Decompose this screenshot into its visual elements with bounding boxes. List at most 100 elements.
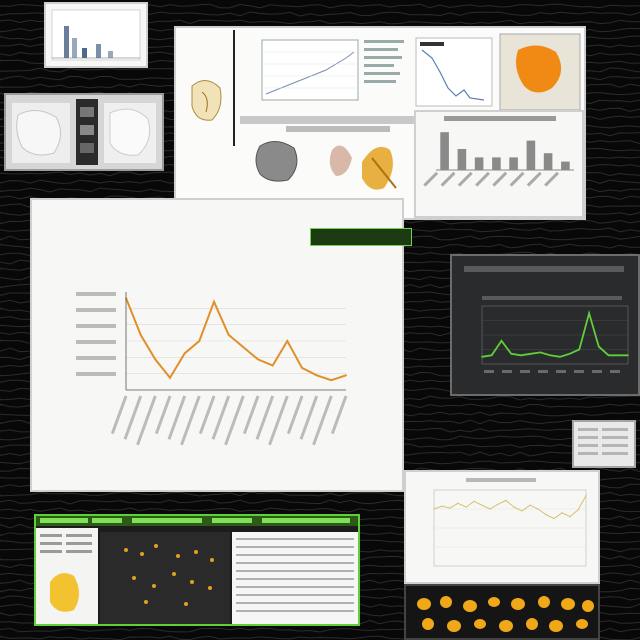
produce-photo [404,584,600,640]
data-point [257,358,259,361]
bar [440,132,449,170]
x-tick-label [167,395,187,440]
data-point [588,312,590,315]
data-point [539,351,542,354]
x-tick-label [484,370,494,373]
data-point [598,345,600,348]
data-point [489,508,491,510]
small-table-image [578,428,628,455]
data-point [227,334,230,336]
x-tick-label [123,395,143,440]
bar [561,161,570,170]
panel-subtitle-bar [482,296,622,300]
x-tick-label [502,370,512,373]
x-tick-label [180,395,201,446]
thumbnail-photo-strip [4,93,164,171]
x-tick-label [457,171,473,187]
data-point [139,334,142,336]
x-tick-label [255,395,275,440]
chart-title-bar [444,116,556,121]
panel-title-bar [464,266,624,272]
data-point [553,517,555,520]
data-point [505,499,507,502]
data-point [213,300,215,303]
data-point [561,512,563,514]
data-point [617,354,620,357]
green-label-badge [310,228,412,246]
data-point [549,354,551,357]
x-tick-label [610,370,620,373]
y-tick-label [76,372,116,376]
data-point [242,346,245,348]
data-point [559,356,561,358]
data-point [545,514,547,516]
data-point [183,352,186,355]
series-line [433,495,587,520]
produce-photo-image [417,596,594,632]
x-tick-label [574,370,584,373]
data-point [578,348,581,351]
y-tick-label [76,356,116,360]
x-tick-label [520,370,530,373]
x-tick-label [268,395,289,446]
x-tick-label [330,395,348,435]
data-point [345,374,347,377]
bar [509,157,518,170]
data-point [315,374,318,377]
thumbnail-small-table [572,420,636,468]
x-tick-label [544,171,559,187]
y-tick-label [76,324,116,328]
x-tick-label [242,395,260,435]
data-point [529,353,532,355]
bar [492,157,501,170]
trend-chart-panel [404,470,600,584]
data-point [521,510,523,512]
bottom-composite-panel [34,514,360,626]
data-point [490,354,493,357]
chart-title-bar [466,478,536,482]
data-point [465,506,467,508]
data-point [271,364,274,367]
dark-line-chart-panel [450,254,640,396]
data-point [529,504,531,506]
data-point [449,507,451,509]
series-line [481,309,628,358]
x-tick-label [509,171,525,187]
x-tick-label [211,395,231,440]
data-point [513,506,515,508]
bottom-composite-image [36,516,358,624]
x-tick-label [538,370,548,373]
x-tick-label [110,395,128,435]
x-tick-label [286,395,304,435]
data-point [457,502,459,504]
main-chart-panel [30,198,404,492]
main-line-chart [76,292,348,446]
data-point [520,354,522,357]
data-point [441,505,443,507]
x-tick-label [556,370,566,373]
y-tick-label [76,308,116,312]
data-point [169,376,171,379]
x-tick-label [440,171,456,187]
data-point [607,354,610,357]
bar [474,157,484,170]
x-tick-label [526,171,542,187]
data-point [433,508,435,510]
x-tick-label [198,395,216,435]
x-tick-label [592,370,602,373]
data-point [537,508,539,510]
mini-bar-chart [51,9,141,61]
y-tick-label [76,340,116,344]
data-point [481,356,483,358]
data-point [330,379,333,382]
bar [526,140,536,170]
data-point [473,500,475,503]
data-point [568,353,571,355]
panel-bar-chart [414,110,584,218]
data-point [198,340,201,342]
x-tick-label [492,171,508,187]
bar-chart [423,116,574,187]
data-point [497,503,499,505]
thumbnail-bar-chart-top-left [44,2,148,68]
data-point [301,367,303,369]
